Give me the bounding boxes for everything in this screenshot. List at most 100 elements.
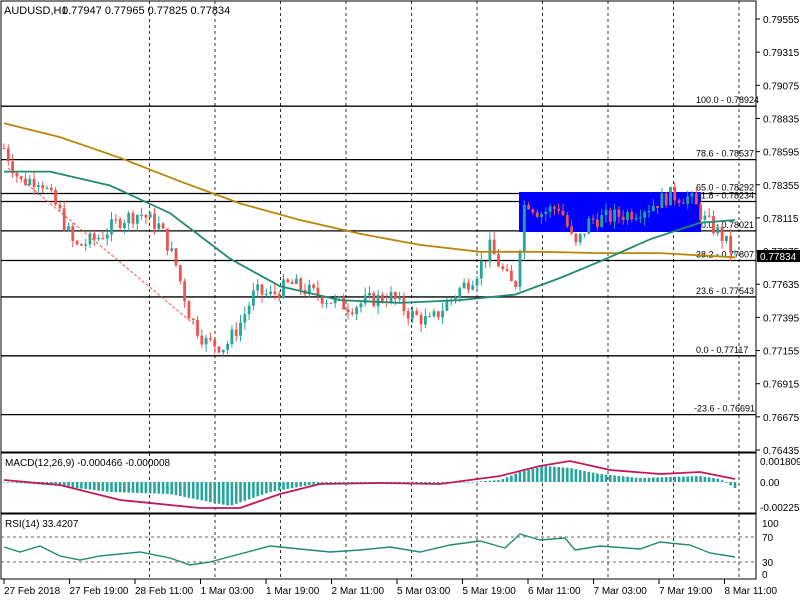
macd-bar: [540, 466, 543, 482]
macd-bar: [497, 480, 500, 482]
candle-body: [183, 281, 186, 302]
macd-bar: [729, 482, 732, 486]
macd-bar: [690, 476, 694, 482]
candle-body: [363, 295, 367, 304]
candle-body: [561, 210, 565, 216]
macd-bar: [587, 471, 591, 482]
fibo-level-label: 65.0 - 0.78292: [696, 182, 754, 192]
macd-bar: [196, 482, 199, 500]
price-axis[interactable]: 0.79555 0.79315 0.79075 0.78835 0.78595 0.783…: [756, 15, 800, 457]
price-tick-label: 0.79555: [763, 15, 800, 26]
macd-bar: [596, 473, 599, 482]
macd-bar: [179, 482, 182, 497]
candle-body: [479, 260, 483, 279]
rsi-pane[interactable]: [0, 513, 757, 580]
candle-body: [686, 196, 690, 204]
macd-bar: [725, 482, 728, 483]
candle-body: [716, 226, 720, 234]
price-tick-label: 0.76915: [763, 380, 800, 391]
candle-body: [445, 301, 449, 311]
candle-body: [355, 307, 358, 315]
macd-bar: [510, 475, 513, 482]
candle-body: [617, 209, 621, 217]
candle-body: [510, 270, 513, 282]
time-tick-label: 7 Mar 19:00: [659, 586, 713, 597]
candle-body: [15, 172, 19, 177]
macd-bar: [505, 477, 509, 482]
fibo-level-label: 0.0 - 0.77117: [696, 345, 748, 355]
macd-bar: [664, 477, 668, 482]
candle-body: [316, 287, 320, 297]
candle-body: [45, 187, 49, 189]
candle-body: [527, 205, 530, 210]
candle-body: [583, 233, 586, 235]
candle-body: [290, 281, 294, 284]
candle-body: [67, 226, 70, 230]
candle-body: [187, 301, 191, 319]
candle-body: [462, 282, 466, 289]
time-tick-label: 27 Feb 2018: [4, 586, 61, 597]
trend-line[interactable]: [7, 167, 197, 327]
candle-body: [6, 148, 10, 162]
price-tick-label: 0.78835: [763, 114, 800, 125]
macd-bar: [673, 476, 677, 482]
fibo-level-label: 100.0 - 0.78924: [696, 95, 759, 105]
macd-bar: [514, 473, 517, 482]
candle-body: [282, 279, 285, 298]
macd-bar: [71, 482, 75, 488]
candle-body: [204, 337, 208, 345]
candle-body: [669, 186, 672, 206]
candle-body: [454, 297, 457, 300]
candle-body: [252, 290, 255, 306]
candle-body: [376, 294, 380, 307]
candle-body: [110, 219, 113, 235]
macd-bar: [191, 482, 195, 499]
macd-bar: [604, 474, 608, 482]
candle-body: [621, 216, 625, 220]
candle-body: [647, 210, 651, 213]
time-tick-label: 1 Mar 19:00: [266, 586, 320, 597]
fibo-level-label: 23.6 - 0.77543: [696, 286, 754, 296]
candle-body: [299, 278, 303, 290]
candle-body: [419, 314, 423, 325]
candle-body: [694, 193, 698, 205]
macd-bar: [105, 482, 109, 492]
candle-body: [118, 219, 122, 228]
candle-body: [105, 234, 109, 239]
macd-bar: [299, 482, 302, 487]
macd-bar: [656, 477, 659, 482]
candle-body: [712, 216, 715, 234]
candle-body: [402, 296, 406, 312]
macd-bar: [544, 466, 548, 482]
macd-bar: [7, 482, 10, 483]
candle-body: [436, 311, 440, 318]
macd-bar: [613, 475, 616, 482]
macd-axis: 0.001809 0.00 -0.002254: [760, 457, 800, 514]
candle-body: [127, 213, 131, 224]
candle-body: [587, 218, 591, 234]
candle-body: [359, 303, 363, 308]
candle-body: [54, 190, 57, 205]
macd-bar: [699, 476, 702, 482]
chart-title: AUDUSD,H1: [4, 5, 68, 17]
candle-body: [32, 178, 36, 187]
macd-bar: [609, 475, 612, 482]
macd-bar: [707, 477, 711, 482]
macd-bar: [84, 482, 87, 490]
candle-body: [505, 269, 509, 271]
candle-body: [2, 148, 6, 150]
time-axis[interactable]: 27 Feb 2018 27 Feb 19:00 28 Feb 11:00 1 Mar…: [3, 579, 778, 597]
candlestick-series: [2, 143, 737, 358]
macd-bar: [484, 480, 487, 482]
rsi-axis: 100 70 300: [762, 519, 779, 581]
price-tick-label: 0.77395: [763, 313, 800, 324]
price-tick-label: 0.79075: [763, 81, 800, 92]
macd-bar: [621, 476, 625, 482]
candle-body: [540, 214, 543, 217]
macd-bar: [19, 482, 23, 484]
candle-body: [604, 210, 608, 216]
macd-bar: [578, 470, 582, 482]
macd-bar: [643, 477, 646, 482]
macd-bar: [101, 482, 105, 492]
